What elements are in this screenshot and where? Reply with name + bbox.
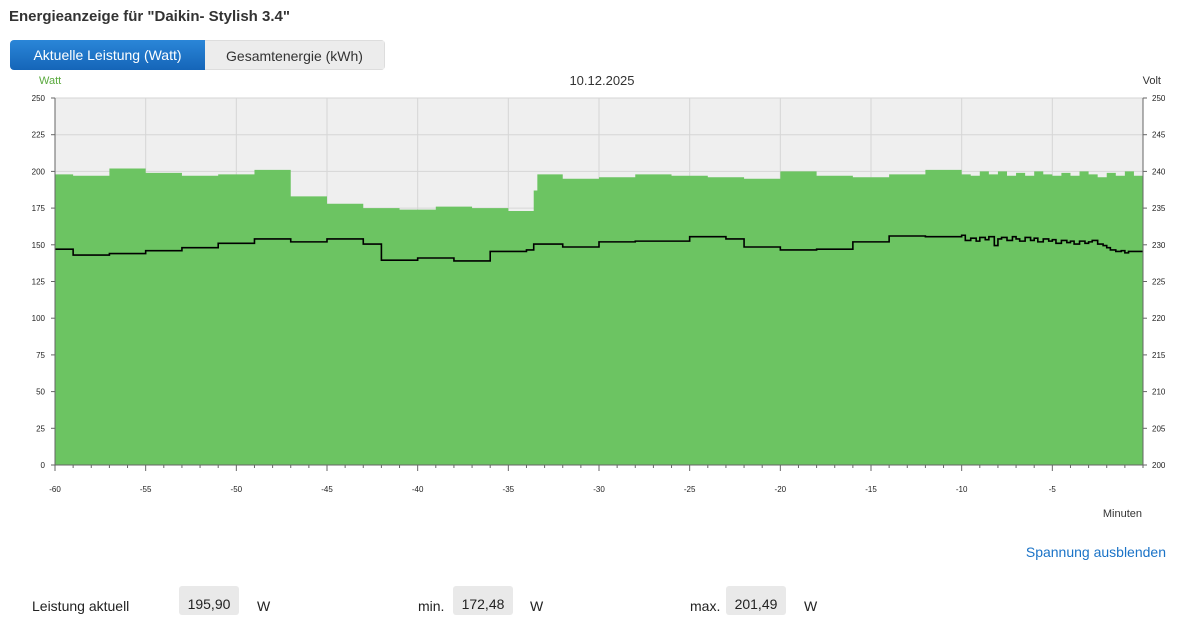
y-tick-label-left: 200 xyxy=(32,167,46,176)
stats-bar: Leistung aktuell 195,90 W min. 172,48 W … xyxy=(0,586,1187,615)
x-tick-label: -60 xyxy=(49,485,61,494)
y-tick-label-left: 125 xyxy=(32,278,46,287)
y-tick-label-left: 75 xyxy=(36,351,45,360)
x-tick-label: -50 xyxy=(231,485,243,494)
y-tick-label-right: 220 xyxy=(1152,314,1166,323)
y-tick-label-right: 210 xyxy=(1152,388,1166,397)
y-tick-label-right: 245 xyxy=(1152,131,1166,140)
y-axis-title-right: Volt xyxy=(1143,75,1161,87)
x-tick-label: -15 xyxy=(865,485,877,494)
y-tick-label-left: 25 xyxy=(36,424,45,433)
x-tick-label: -25 xyxy=(684,485,696,494)
y-tick-label-right: 240 xyxy=(1152,167,1166,176)
y-tick-label-right: 205 xyxy=(1152,424,1166,433)
stat-current-label: Leistung aktuell xyxy=(32,598,130,614)
stat-min-label: min. xyxy=(418,598,445,614)
stat-current-value: 195,90 xyxy=(179,586,239,615)
x-tick-label: -35 xyxy=(503,485,515,494)
stat-min-unit: W xyxy=(530,598,544,614)
chart-title: 10.12.2025 xyxy=(569,73,634,88)
y-tick-label-right: 200 xyxy=(1152,461,1166,470)
tab-total-energy[interactable]: Gesamtenergie (kWh) xyxy=(205,40,385,70)
y-tick-label-right: 215 xyxy=(1152,351,1166,360)
x-tick-label: -55 xyxy=(140,485,152,494)
x-tick-label: -40 xyxy=(412,485,424,494)
stat-current-unit: W xyxy=(257,598,271,614)
y-tick-label-left: 150 xyxy=(32,241,46,250)
x-tick-label: -5 xyxy=(1049,485,1057,494)
y-tick-label-right: 230 xyxy=(1152,241,1166,250)
x-tick-label: -30 xyxy=(593,485,605,494)
y-tick-label-left: 225 xyxy=(32,131,46,140)
series-power-area xyxy=(55,168,1143,465)
y-tick-label-left: 50 xyxy=(36,388,45,397)
tab-current-power[interactable]: Aktuelle Leistung (Watt) xyxy=(10,40,205,70)
x-tick-label: -20 xyxy=(775,485,787,494)
y-tick-label-right: 225 xyxy=(1152,278,1166,287)
stat-max-label: max. xyxy=(690,598,721,614)
x-tick-label: -10 xyxy=(956,485,968,494)
y-tick-label-left: 250 xyxy=(32,94,46,103)
hide-voltage-link[interactable]: Spannung ausblenden xyxy=(1025,544,1166,560)
stat-max-value: 201,49 xyxy=(726,586,786,615)
x-tick-label: -45 xyxy=(321,485,333,494)
tab-bar: Aktuelle Leistung (Watt) Gesamtenergie (… xyxy=(10,40,385,70)
y-tick-label-right: 235 xyxy=(1152,204,1166,213)
stat-max-unit: W xyxy=(804,598,818,614)
energy-chart: 0 25 50 75 100 125 150 175 200 225 250 200 205 210 215… xyxy=(32,73,1166,520)
y-tick-label-right: 250 xyxy=(1152,94,1166,103)
y-axis-title-left: Watt xyxy=(39,75,61,87)
page-title: Energieanzeige für "Daikin- Stylish 3.4" xyxy=(9,8,290,25)
stat-min-value: 172,48 xyxy=(453,586,513,615)
x-axis-title: Minuten xyxy=(1103,508,1142,520)
y-tick-label-left: 175 xyxy=(32,204,46,213)
y-tick-label-left: 100 xyxy=(32,314,46,323)
y-tick-label-left: 0 xyxy=(41,461,46,470)
series-voltage-line xyxy=(55,234,1143,262)
